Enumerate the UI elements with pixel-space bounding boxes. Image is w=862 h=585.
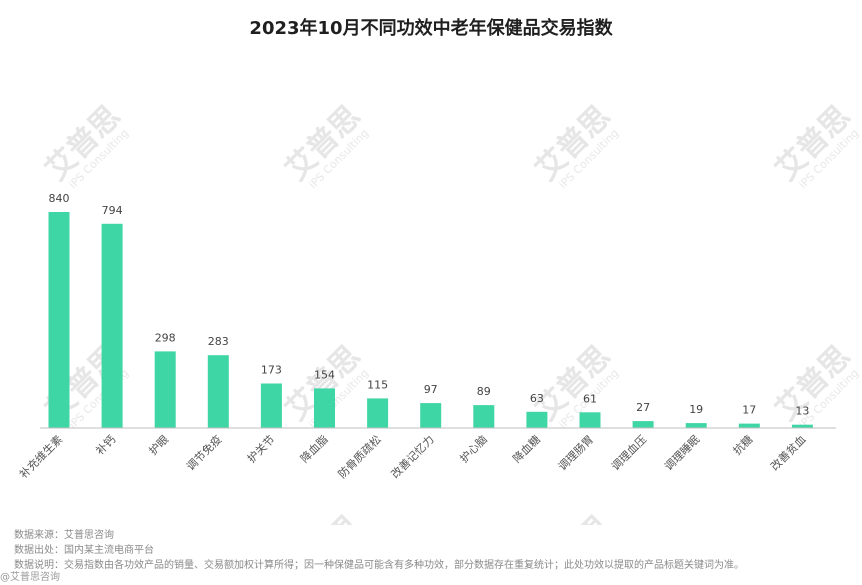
bar-3 [207, 355, 229, 428]
bar-2 [154, 351, 176, 428]
bar-4 [260, 383, 282, 428]
value-labels-layer: 840 794 298 283 173 154 115 97 89 63 61 27 19 17 13 [49, 192, 810, 418]
category-label: 护眼 [146, 432, 171, 457]
bar-1 [101, 223, 123, 428]
corner-watermark: @艾普思咨询 [0, 572, 60, 583]
bar-value-label: 115 [367, 378, 388, 391]
note-description: 数据说明：交易指数由各功效产品的销量、交易额加权计算所得；因一种保健品可能含有多… [14, 560, 744, 571]
bar-11 [632, 421, 654, 428]
bar-0 [48, 212, 70, 428]
bar-13 [738, 423, 760, 428]
bar-value-label: 61 [583, 392, 597, 405]
bar-value-label: 97 [424, 383, 438, 396]
category-label: 抗糖 [730, 432, 755, 457]
category-label: 补充维生素 [16, 432, 65, 481]
bar-value-label: 63 [530, 392, 544, 405]
bar-12 [685, 423, 707, 428]
bar-value-label: 13 [795, 405, 809, 418]
bar-10 [579, 412, 601, 428]
category-label: 调理肠胃 [556, 433, 596, 473]
bar-value-label: 298 [155, 331, 176, 344]
bar-value-label: 840 [49, 192, 70, 205]
category-label: 调理血压 [608, 432, 649, 473]
watermark-brand: 艾普思 [529, 509, 617, 525]
chart-title: 2023年10月不同功效中老年保健品交易指数 [249, 18, 613, 39]
note-origin: 数据出处：国内某主流电商平台 [14, 545, 154, 556]
category-label: 降血脂 [297, 432, 330, 465]
bar-6 [367, 398, 389, 428]
note-source: 数据来源：艾普思咨询 [14, 530, 114, 541]
bar-7 [420, 403, 442, 428]
category-label: 护关节 [244, 432, 277, 465]
bar-value-label: 794 [102, 204, 123, 217]
bar-value-label: 17 [742, 404, 756, 417]
category-label: 调理睡眠 [662, 433, 702, 473]
watermark-brand: 艾普思 [279, 509, 367, 525]
chart-notes: 数据来源：艾普思咨询 数据出处：国内某主流电商平台 数据说明：交易指数由各功效产… [14, 528, 854, 573]
bar-value-label: 283 [208, 335, 229, 348]
category-label: 防骨质疏松 [335, 432, 384, 481]
category-labels-layer: 补充维生素 补钙 护眼 调节免疫 护关节 降血脂 防骨质疏松 改善记忆力 护心脑 降血糖 调理肠胃调… [16, 432, 808, 481]
category-label: 护心脑 [457, 432, 490, 465]
bar-value-label: 27 [636, 401, 650, 414]
bar-14 [791, 424, 813, 428]
bar-8 [473, 405, 495, 428]
bar-value-label: 154 [314, 368, 335, 381]
category-label: 调节免疫 [183, 432, 224, 473]
category-label: 改善贫血 [768, 432, 809, 473]
category-label: 改善记忆力 [388, 432, 437, 481]
bar-value-label: 19 [689, 403, 703, 416]
category-label: 降血糖 [510, 432, 543, 465]
bar-value-label: 89 [477, 385, 491, 398]
bar-9 [526, 411, 548, 428]
bars-layer [48, 212, 813, 428]
bar-value-label: 173 [261, 364, 282, 377]
category-label: 补钙 [93, 432, 118, 457]
bar-5 [314, 388, 335, 428]
